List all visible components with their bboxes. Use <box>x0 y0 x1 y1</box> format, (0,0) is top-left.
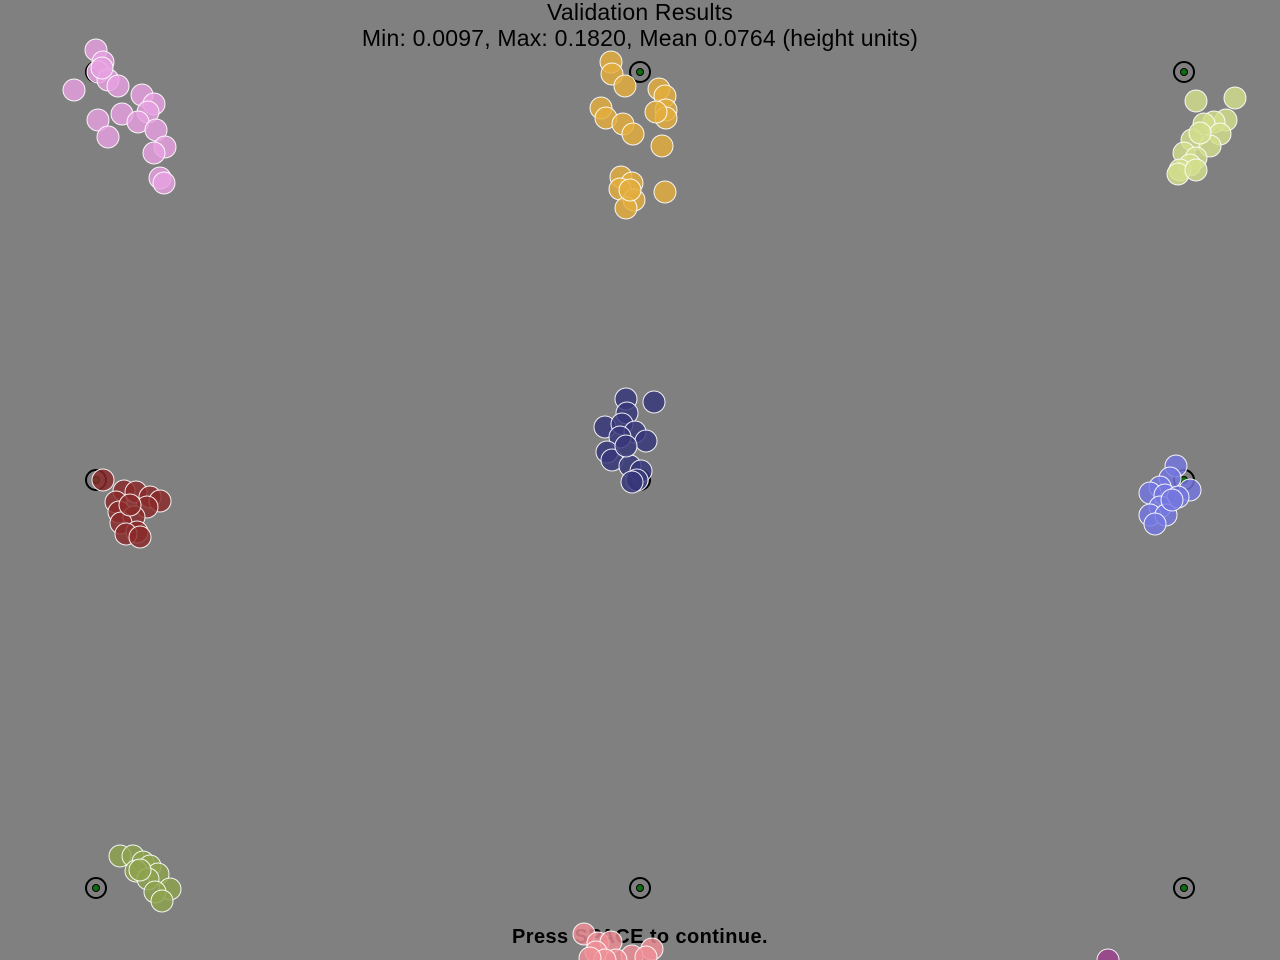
gaze-sample <box>1143 512 1167 536</box>
target-ring <box>629 877 651 899</box>
samples-middle-center <box>593 387 666 494</box>
gaze-sample <box>128 858 152 882</box>
gaze-sample <box>1096 948 1120 960</box>
samples-top-left <box>62 38 177 195</box>
gaze-sample <box>644 100 668 124</box>
samples-bottom-left <box>108 844 182 913</box>
samples-middle-left <box>91 468 172 549</box>
gaze-sample <box>118 493 142 517</box>
target-top-center <box>629 61 651 83</box>
gaze-sample <box>614 434 638 458</box>
gaze-sample <box>613 74 637 98</box>
target-center <box>636 68 644 76</box>
gaze-sample <box>86 108 110 132</box>
target-ring <box>1173 61 1195 83</box>
gaze-sample <box>150 889 174 913</box>
target-center <box>92 884 100 892</box>
samples-top-center <box>589 50 678 220</box>
gaze-sample <box>90 56 114 80</box>
target-ring <box>1173 877 1195 899</box>
gaze-sample <box>1223 86 1247 110</box>
target-center <box>1180 68 1188 76</box>
gaze-sample <box>1160 488 1184 512</box>
target-center <box>636 884 644 892</box>
gaze-sample <box>96 125 120 149</box>
gaze-sample <box>653 180 677 204</box>
gaze-sample <box>1184 158 1208 182</box>
target-bottom-right <box>1173 877 1195 899</box>
target-ring <box>629 61 651 83</box>
target-top-right <box>1173 61 1195 83</box>
gaze-sample <box>106 74 130 98</box>
gaze-sample <box>621 122 645 146</box>
gaze-sample <box>578 946 602 960</box>
target-ring <box>85 877 107 899</box>
gaze-sample <box>650 134 674 158</box>
samples-bottom-center <box>572 922 664 960</box>
samples-bottom-right <box>1096 948 1120 960</box>
target-bottom-left <box>85 877 107 899</box>
gaze-sample <box>620 470 644 494</box>
results-title: Validation Results <box>547 0 733 25</box>
gaze-sample <box>128 525 152 549</box>
samples-top-right <box>1166 86 1247 186</box>
gaze-sample <box>642 390 666 414</box>
gaze-sample <box>152 171 176 195</box>
gaze-sample <box>618 178 642 202</box>
accuracy-summary: Min: 0.0097, Max: 0.1820, Mean 0.0764 (h… <box>361 25 919 51</box>
gaze-sample <box>142 141 166 165</box>
target-bottom-center <box>629 877 651 899</box>
gaze-sample <box>1184 89 1208 113</box>
target-center <box>1180 884 1188 892</box>
gaze-sample <box>1188 121 1212 145</box>
gaze-sample <box>634 945 658 960</box>
samples-middle-right <box>1138 454 1202 536</box>
gaze-sample <box>62 78 86 102</box>
gaze-sample <box>91 468 115 492</box>
gaze-sample <box>634 429 658 453</box>
